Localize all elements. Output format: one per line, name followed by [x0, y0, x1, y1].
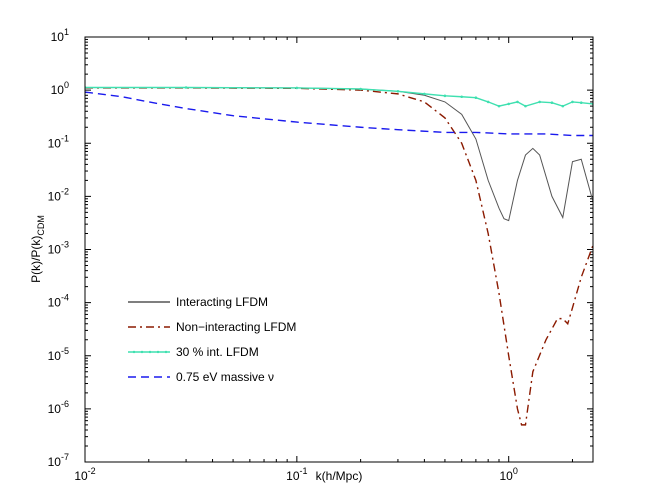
legend-marker	[140, 350, 144, 354]
series-point	[184, 86, 188, 89]
legend-marker	[132, 350, 136, 354]
y-tick-label: 10-1	[48, 133, 69, 150]
y-tick-label: 10-4	[48, 293, 69, 310]
y-axis-label-main: P(k)/P(k)	[29, 236, 43, 283]
series-point	[497, 104, 501, 108]
y-tick-label: 100	[51, 80, 69, 97]
y-axis-label-subscript: CDM	[36, 215, 46, 236]
legend-label-1: Non−interacting LFDM	[176, 320, 296, 334]
series-point	[359, 87, 362, 91]
plot-frame	[84, 36, 594, 463]
series-point	[443, 94, 447, 98]
series-line-2	[85, 86, 593, 107]
y-tick-label: 10-2	[48, 186, 69, 203]
series-point	[474, 96, 478, 100]
y-axis-label-group: P(k)/P(k)CDM	[29, 215, 46, 283]
y-tick-label: 101	[51, 27, 69, 44]
series-line-3	[85, 91, 593, 137]
series-point	[550, 101, 554, 104]
series-point	[516, 100, 519, 104]
series-point	[486, 100, 490, 104]
legend-label-2: 30 % int. LFDM	[176, 345, 259, 359]
series-point	[561, 104, 565, 108]
legend-label-3: 0.75 eV massive ν	[176, 370, 274, 384]
legend: Interacting LFDM Non−interacting LFDM 30 %…	[128, 295, 296, 384]
y-tick-label: 10-7	[48, 452, 69, 469]
series-point	[507, 102, 510, 106]
x-tick-label: 100	[500, 466, 518, 483]
legend-marker	[164, 350, 168, 354]
legend-marker	[148, 350, 152, 354]
y-axis-label: P(k)/P(k)CDM	[29, 215, 46, 283]
series-point	[460, 95, 463, 99]
legend-marker	[156, 350, 160, 354]
x-tick-label: 10-1	[286, 466, 307, 483]
y-tick-label: 10-5	[48, 346, 69, 363]
series-point	[524, 104, 527, 108]
plot-background	[85, 37, 593, 462]
x-tick-label: 10-2	[74, 466, 95, 483]
series-point	[295, 86, 299, 90]
y-tick-label: 10-3	[48, 240, 69, 257]
x-axis-label: k(h/Mpc)	[316, 469, 363, 483]
series-layer	[85, 86, 593, 426]
series-point	[538, 100, 541, 104]
tick-labels: 10-2 10-1 100 101 100 10-1 10-2 10-3 10-4 10-5 10-…	[48, 27, 518, 483]
series-line-1	[85, 87, 593, 426]
y-tick-label: 10-6	[48, 399, 69, 416]
series-point	[423, 92, 426, 96]
series-point	[571, 100, 574, 104]
series-point	[579, 101, 583, 104]
series-point	[396, 90, 400, 93]
legend-label-0: Interacting LFDM	[176, 295, 268, 309]
